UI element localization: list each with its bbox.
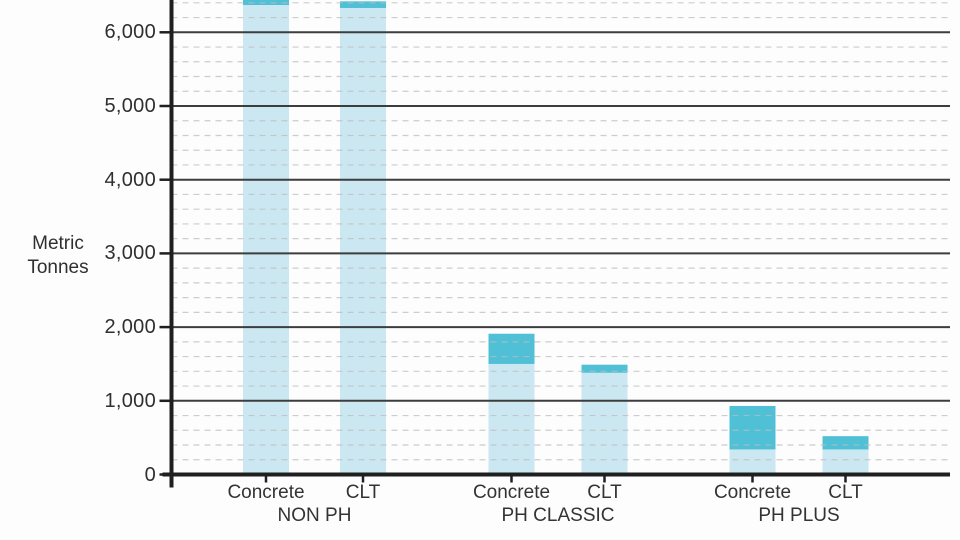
- y-tick-label: 6,000: [104, 21, 156, 44]
- bar-segment-dark: [729, 405, 776, 450]
- y-axis-title: Metric Tonnes: [27, 233, 89, 278]
- bar-segment-dark: [488, 333, 535, 364]
- y-tick-label: 3,000: [104, 242, 156, 265]
- bar-segment-dark: [340, 1, 386, 8]
- bar-segment-dark: [822, 436, 869, 450]
- x-tick-label: CLT: [828, 482, 863, 503]
- bar-segment-light: [340, 7, 386, 475]
- y-tick-label: 5,000: [104, 95, 156, 117]
- x-group-label: NON PH: [277, 505, 352, 526]
- bar-segment-light: [822, 449, 869, 475]
- x-tick-label: CLT: [345, 482, 381, 503]
- bar-segment-dark: [581, 364, 628, 373]
- x-tick-label: Concrete: [227, 482, 305, 503]
- bar-segment-light: [488, 363, 535, 475]
- x-group-label: PH PLUS: [758, 505, 840, 526]
- bar-segment-light: [729, 449, 776, 475]
- y-tick-label: 0: [144, 463, 156, 486]
- bar-segment-light: [243, 5, 289, 475]
- bar-segment-dark: [243, 0, 289, 6]
- y-tick-label: 2,000: [104, 316, 156, 339]
- bar-segment-light: [581, 372, 628, 475]
- y-tick-label: 4,000: [104, 168, 156, 191]
- x-tick-label: CLT: [587, 482, 622, 503]
- y-tick-label: 1,000: [104, 389, 156, 412]
- x-tick-label: Concrete: [713, 482, 792, 503]
- x-group-label: PH CLASSIC: [501, 505, 615, 526]
- x-tick-label: Concrete: [472, 482, 551, 503]
